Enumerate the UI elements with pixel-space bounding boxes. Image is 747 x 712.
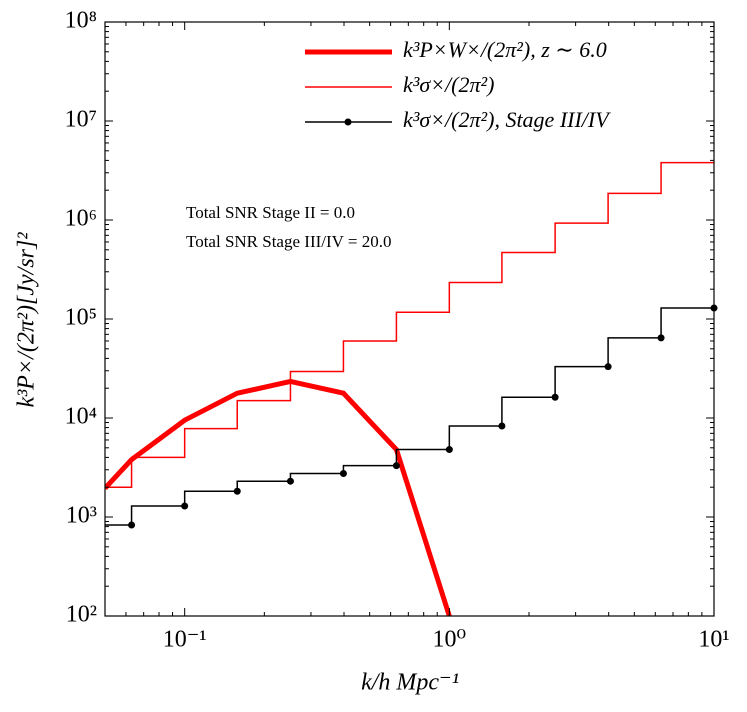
marker: [339, 470, 347, 478]
x-axis-label: k/h Mpc⁻¹: [361, 670, 459, 696]
marker: [286, 477, 294, 485]
marker: [657, 334, 665, 342]
y-tick-label: 10⁷: [65, 107, 97, 133]
legend-label: k³σ×/(2π²), Stage III/IV: [403, 107, 611, 132]
legend-label: k³P×W×/(2π²), z ∼ 6.0: [403, 37, 607, 62]
y-axis-label: k³P×/(2π²)[Jy/sr]²: [14, 232, 40, 408]
marker: [604, 363, 612, 371]
series-line: [105, 378, 452, 616]
marker: [498, 422, 506, 430]
legend-label: k³σ×/(2π²): [403, 72, 494, 97]
annotation: Total SNR Stage III/IV = 20.0: [186, 232, 391, 251]
annotation: Total SNR Stage II = 0.0: [186, 203, 355, 222]
legend-marker: [344, 118, 352, 126]
marker: [181, 502, 189, 510]
series-line: [105, 161, 714, 488]
x-tick-label: 10⁰: [433, 627, 467, 653]
y-tick-label: 10²: [66, 602, 97, 628]
y-tick-label: 10³: [66, 503, 97, 529]
x-tick-label: 10⁻¹: [163, 627, 207, 653]
y-tick-label: 10⁸: [65, 8, 97, 34]
plot-area: [105, 161, 714, 616]
y-tick-label: 10⁵: [65, 305, 97, 331]
marker: [551, 393, 559, 401]
x-tick-label: 10¹: [698, 627, 729, 653]
marker: [392, 462, 400, 470]
marker: [233, 487, 241, 495]
y-tick-label: 10⁴: [65, 404, 97, 430]
marker: [128, 521, 136, 529]
series-line: [105, 307, 714, 526]
marker: [445, 446, 453, 454]
y-tick-label: 10⁶: [65, 206, 97, 232]
